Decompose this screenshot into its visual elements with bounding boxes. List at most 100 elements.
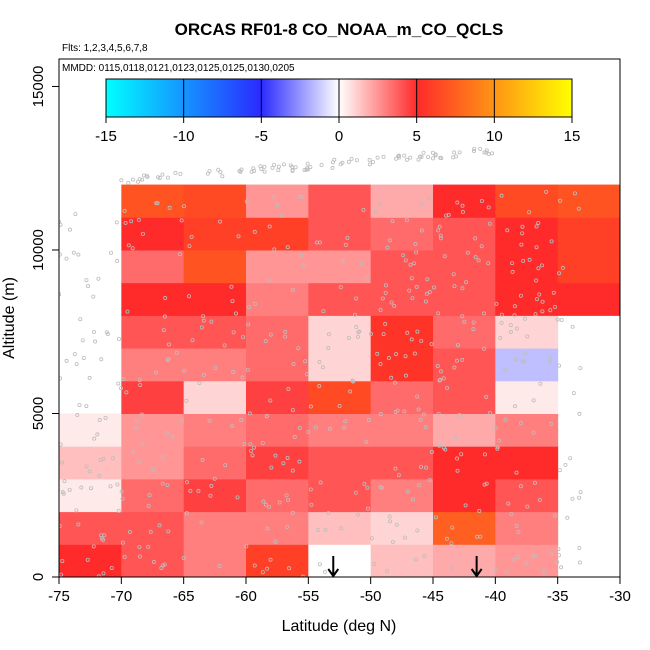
track-point xyxy=(177,252,182,257)
track-point xyxy=(486,152,491,157)
track-point xyxy=(557,271,562,276)
track-point xyxy=(464,280,469,285)
heatmap-cell xyxy=(495,511,559,545)
track-point xyxy=(439,156,444,161)
track-point xyxy=(302,168,307,173)
track-point xyxy=(531,430,536,435)
track-point xyxy=(416,483,421,488)
track-point xyxy=(127,529,132,534)
heatmap-cell xyxy=(433,511,496,545)
track-point xyxy=(119,489,124,494)
heatmap-cell xyxy=(433,217,496,251)
chart-flights-label: Flts: 1,2,3,4,5,6,7,8 xyxy=(62,43,148,54)
track-point xyxy=(165,430,170,435)
track-point xyxy=(343,242,348,247)
track-point xyxy=(419,154,424,159)
track-point xyxy=(355,334,360,339)
track-point xyxy=(283,329,288,334)
track-point xyxy=(392,303,397,308)
track-point xyxy=(185,480,190,485)
track-point xyxy=(146,503,151,508)
x-tick-label: -30 xyxy=(609,588,631,605)
heatmap-cell xyxy=(370,282,434,316)
heatmap-cell xyxy=(121,315,185,349)
track-point xyxy=(284,493,289,498)
track-point xyxy=(381,154,386,159)
track-point xyxy=(402,409,407,414)
track-point xyxy=(457,413,462,418)
track-point xyxy=(352,312,357,317)
heatmap-cell xyxy=(308,282,372,316)
heatmap-cell xyxy=(121,380,185,414)
track-point xyxy=(378,412,383,417)
track-point xyxy=(427,290,432,295)
track-point xyxy=(453,435,458,440)
track-point xyxy=(319,163,324,168)
colorbar-ticks: -15 -10 -5 0 5 10 15 xyxy=(95,79,580,145)
track-point xyxy=(247,305,252,310)
track-point xyxy=(372,561,377,566)
heatmap-cell xyxy=(370,413,434,447)
track-point xyxy=(444,213,449,218)
track-point xyxy=(136,217,141,222)
track-point xyxy=(431,285,436,290)
track-point xyxy=(184,398,189,403)
track-point xyxy=(230,423,235,428)
track-point xyxy=(248,448,253,453)
track-point xyxy=(537,498,542,503)
track-point xyxy=(394,522,399,527)
track-point xyxy=(348,389,353,394)
heatmap-cell xyxy=(121,217,185,251)
y-tick-label: 15000 xyxy=(30,66,47,108)
track-point xyxy=(558,198,563,203)
track-point xyxy=(534,224,539,229)
track-point xyxy=(137,544,142,549)
track-point xyxy=(184,511,189,516)
track-point xyxy=(67,487,72,492)
track-point xyxy=(508,329,513,334)
track-point xyxy=(242,442,247,447)
track-point xyxy=(389,375,394,380)
track-point xyxy=(354,158,359,163)
track-point xyxy=(292,435,297,440)
track-point xyxy=(460,314,465,319)
track-point xyxy=(493,567,498,572)
track-point xyxy=(556,553,561,558)
track-point xyxy=(73,212,78,217)
track-point xyxy=(413,557,418,562)
track-point xyxy=(186,294,191,299)
track-point xyxy=(462,319,467,324)
track-point xyxy=(457,150,462,155)
heatmap-cell xyxy=(370,184,434,218)
track-point xyxy=(455,343,460,348)
track-point xyxy=(286,497,291,502)
track-point xyxy=(174,350,179,355)
heatmap-cell xyxy=(246,184,309,218)
track-point xyxy=(142,173,147,178)
heatmap-cell xyxy=(308,413,372,447)
track-point xyxy=(435,364,440,369)
track-point xyxy=(252,229,257,234)
heatmap-cell xyxy=(308,380,372,414)
track-point xyxy=(267,278,272,283)
track-point xyxy=(173,170,178,175)
track-point xyxy=(512,304,517,309)
track-point xyxy=(534,297,539,302)
track-point xyxy=(122,554,127,559)
track-point xyxy=(111,456,116,461)
track-point xyxy=(385,568,390,573)
track-point xyxy=(421,412,426,417)
track-point xyxy=(160,172,165,177)
track-point xyxy=(405,330,410,335)
track-point xyxy=(328,426,333,431)
track-point xyxy=(162,562,167,567)
track-point xyxy=(408,262,413,267)
track-point xyxy=(539,263,544,268)
track-point xyxy=(170,435,175,440)
track-point xyxy=(346,335,351,340)
track-point xyxy=(402,535,407,540)
x-tick-label: -60 xyxy=(235,588,257,605)
track-point xyxy=(267,224,272,229)
x-tick-label: -70 xyxy=(110,588,132,605)
track-point xyxy=(472,146,477,151)
